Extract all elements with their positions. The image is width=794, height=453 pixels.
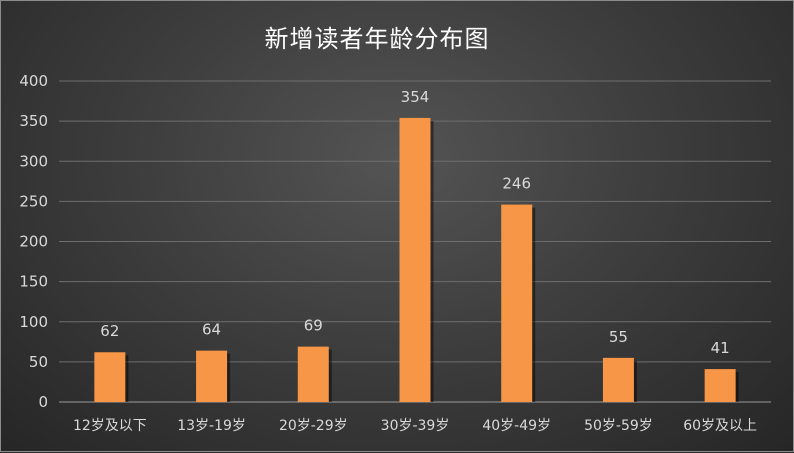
- data-label: 64: [202, 321, 221, 339]
- bar: [94, 352, 126, 402]
- x-tick-label: 12岁及以下: [73, 418, 147, 434]
- x-tick-label: 13岁-19岁: [177, 418, 246, 434]
- y-tick-label: 250: [19, 192, 48, 210]
- y-tick-label: 100: [19, 313, 48, 331]
- data-label: 62: [100, 322, 119, 340]
- bar: [297, 346, 329, 402]
- bar: [501, 204, 533, 402]
- bar: [399, 117, 431, 402]
- y-tick-label: 300: [19, 152, 48, 170]
- data-label: 55: [609, 328, 628, 346]
- y-tick-label: 50: [29, 353, 48, 371]
- data-label: 41: [711, 339, 730, 357]
- chart-title: 新增读者年龄分布图: [264, 25, 490, 53]
- data-label: 246: [502, 175, 531, 193]
- bar: [196, 350, 228, 402]
- x-tick-label: 60岁及以上: [683, 418, 757, 434]
- y-tick-label: 150: [19, 273, 48, 291]
- data-label: 69: [304, 317, 323, 335]
- y-tick-label: 200: [19, 233, 48, 251]
- y-tick-label: 400: [19, 72, 48, 90]
- y-tick-label: 0: [38, 393, 48, 411]
- bar: [602, 357, 634, 402]
- x-tick-label: 20岁-29岁: [279, 418, 348, 434]
- x-tick-label: 50岁-59岁: [584, 418, 653, 434]
- x-tick-label: 30岁-39岁: [381, 418, 450, 434]
- x-tick-label: 40岁-49岁: [482, 418, 551, 434]
- data-label: 354: [401, 88, 430, 106]
- bar: [704, 369, 736, 402]
- y-tick-label: 350: [19, 112, 48, 130]
